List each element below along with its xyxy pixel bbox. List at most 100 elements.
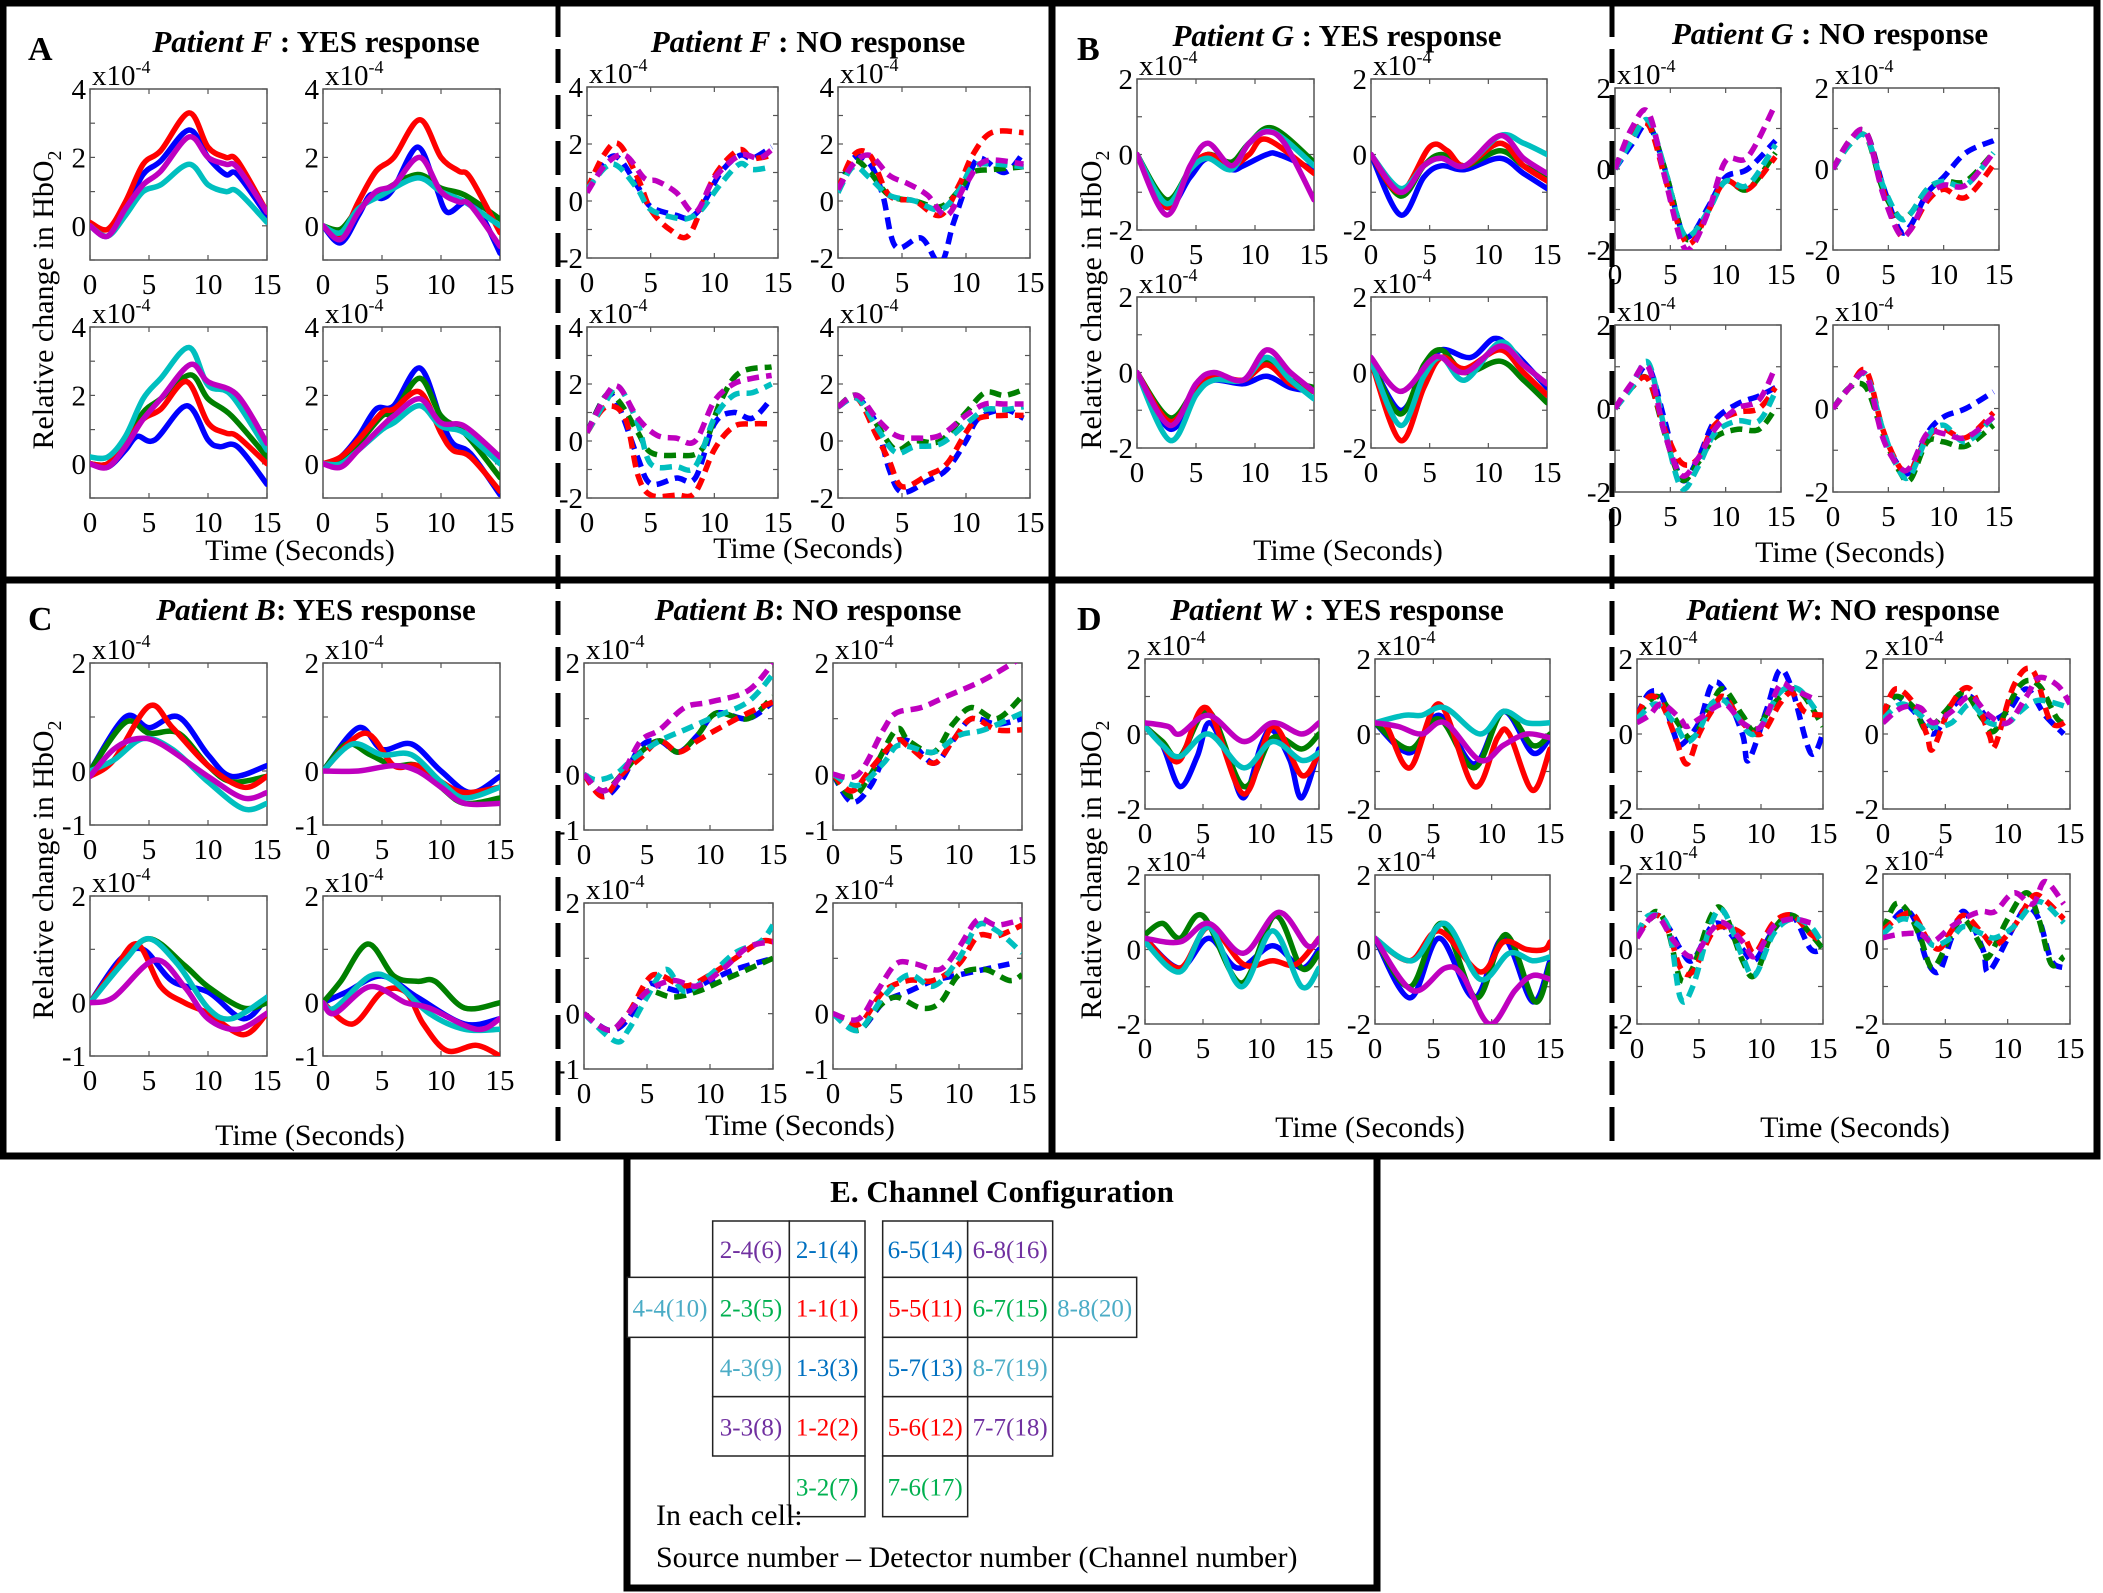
y-tick-label: -2 (1805, 477, 1829, 509)
channel-config-note-2: Source number – Detector number (Channel… (656, 1541, 1297, 1574)
scale-base: x10 (1373, 268, 1417, 300)
y-tick-label: 4 (72, 312, 87, 344)
panel-d-no-patient: Patient W (1685, 592, 1814, 627)
panel-c-no-rest: : NO response (774, 592, 961, 627)
scale-exponent: -4 (1683, 842, 1698, 862)
series-line-cyan (1145, 723, 1319, 771)
x-tick-label: 10 (194, 834, 223, 866)
axis-scale-label: x10-4 (586, 871, 645, 906)
plot-frame (1636, 873, 1824, 1025)
y-tick-label: 0 (1815, 154, 1830, 186)
x-tick-label: 15 (1536, 1033, 1565, 1065)
subplot-D-yes-4: 0 5 10 15-202 x10-4 (1347, 843, 1565, 1065)
subplot-C-no-1: 0 5 10 15-102 x10-4 (556, 631, 788, 871)
scale-base: x10 (840, 298, 884, 330)
series-line-magenta (323, 762, 500, 808)
series-line-cyan (1883, 697, 2070, 730)
y-tick-label: 4 (72, 74, 87, 106)
axis-scale-label: x10-4 (1835, 56, 1894, 91)
y-tick-label: -1 (62, 810, 86, 842)
scale-exponent: -4 (1191, 627, 1206, 647)
series-group (584, 663, 773, 800)
channel-cell: 6-5(14) (881, 1220, 969, 1279)
series-group (587, 140, 774, 241)
series-line-cyan (1137, 354, 1314, 444)
y-tick-label: 0 (72, 449, 87, 481)
x-tick-label: 0 (1826, 259, 1841, 291)
x-tick-label: 5 (889, 1078, 904, 1110)
series-group (1145, 705, 1319, 801)
x-tick-label: 0 (831, 267, 846, 299)
axis-scale-label: x10-4 (325, 295, 384, 330)
channel-cell-box (626, 1276, 714, 1339)
y-tick-label: 0 (820, 186, 835, 218)
series-line-green (1375, 708, 1550, 771)
series-line-magenta (90, 134, 267, 240)
series-group (323, 724, 500, 808)
axis-scale-label: x10-4 (1885, 842, 1944, 877)
subplot-B-yes-3: 0 5 10 15-202 x10-4 (1109, 265, 1329, 489)
x-tick-label: 15 (1533, 239, 1562, 271)
x-tick-label: 15 (253, 269, 282, 301)
channel-cell: 4-4(10) (626, 1276, 714, 1339)
axis-scale-label: x10-4 (1617, 293, 1676, 328)
scale-exponent: -4 (633, 295, 648, 315)
scale-base: x10 (92, 298, 136, 330)
y-tick-label: -2 (1109, 215, 1133, 247)
y-tick-label: 0 (1357, 719, 1372, 751)
axis-scale-label: x10-4 (92, 57, 151, 92)
x-tick-label: 0 (1876, 1033, 1891, 1065)
scale-base: x10 (325, 867, 369, 899)
x-tick-label: 10 (1474, 457, 1503, 489)
series-line-magenta (323, 396, 500, 471)
channel-cell: 2-4(6) (711, 1220, 791, 1279)
x-tick-label: 0 (83, 1065, 98, 1097)
series-line-magenta (90, 735, 267, 802)
panel-letter-a: A (28, 31, 53, 68)
series-line-cyan (323, 971, 500, 1034)
x-tick-label: 15 (2056, 818, 2085, 850)
y-tick-label: 0 (1619, 934, 1634, 966)
channel-cell-label: 3-3(8) (720, 1414, 782, 1441)
channel-cell-box (966, 1395, 1054, 1457)
y-tick-label: 2 (72, 881, 87, 913)
channel-cell: 1-2(2) (788, 1395, 866, 1457)
axis-scale-label: x10-4 (589, 295, 648, 330)
x-tick-label: 15 (759, 1078, 788, 1110)
x-tick-label: 15 (1016, 267, 1045, 299)
x-tick-label: 0 (580, 267, 595, 299)
subplot-C-no-4: 0 5 10 15-102 x10-4 (805, 871, 1037, 1110)
scale-base: x10 (1139, 50, 1183, 82)
channel-cell: 6-8(16) (966, 1220, 1054, 1279)
axis-scale-label: x10-4 (589, 55, 648, 90)
y-tick-label: 2 (1119, 64, 1134, 96)
subplot-A-yes-1: 0 5 10 15 0 2 4 x10-4 (72, 57, 282, 301)
plot-frame (1882, 658, 2071, 810)
subplot-A-yes-2: 0 5 10 15 0 2 4 x10-4 (305, 57, 515, 301)
x-tick-label: 5 (1196, 1033, 1211, 1065)
scale-exponent: -4 (1929, 627, 1944, 647)
channel-cell: 7-7(18) (966, 1395, 1054, 1457)
axis-scale-label: x10-4 (1373, 265, 1432, 300)
series-group (90, 344, 267, 488)
y-tick-label: 2 (569, 369, 584, 401)
y-tick-label: 4 (569, 72, 584, 104)
y-tick-label: 2 (1357, 860, 1372, 892)
series-line-cyan (1615, 116, 1778, 240)
scale-base: x10 (1835, 59, 1879, 91)
y-tick-label: 2 (1127, 644, 1142, 676)
x-tick-label: 10 (1474, 239, 1503, 271)
subplot-A-yes-3: 0 5 10 15 0 2 4 x10-4 (72, 295, 282, 539)
subplot-B-no-4: 0 5 10 15-202 x10-4 (1805, 293, 2014, 533)
series-line-cyan (90, 935, 267, 1022)
x-tick-label: 5 (1422, 457, 1437, 489)
series-line-blue (1375, 708, 1550, 767)
scale-exponent: -4 (136, 57, 151, 77)
y-tick-label: -1 (295, 810, 319, 842)
channel-cell-box (881, 1336, 969, 1398)
x-tick-label: 15 (1008, 839, 1037, 871)
y-tick-label: 2 (305, 142, 320, 174)
series-group (1615, 102, 1778, 250)
channel-cell-label: 6-8(16) (973, 1237, 1048, 1264)
channel-cell: 8-7(19) (966, 1336, 1054, 1398)
